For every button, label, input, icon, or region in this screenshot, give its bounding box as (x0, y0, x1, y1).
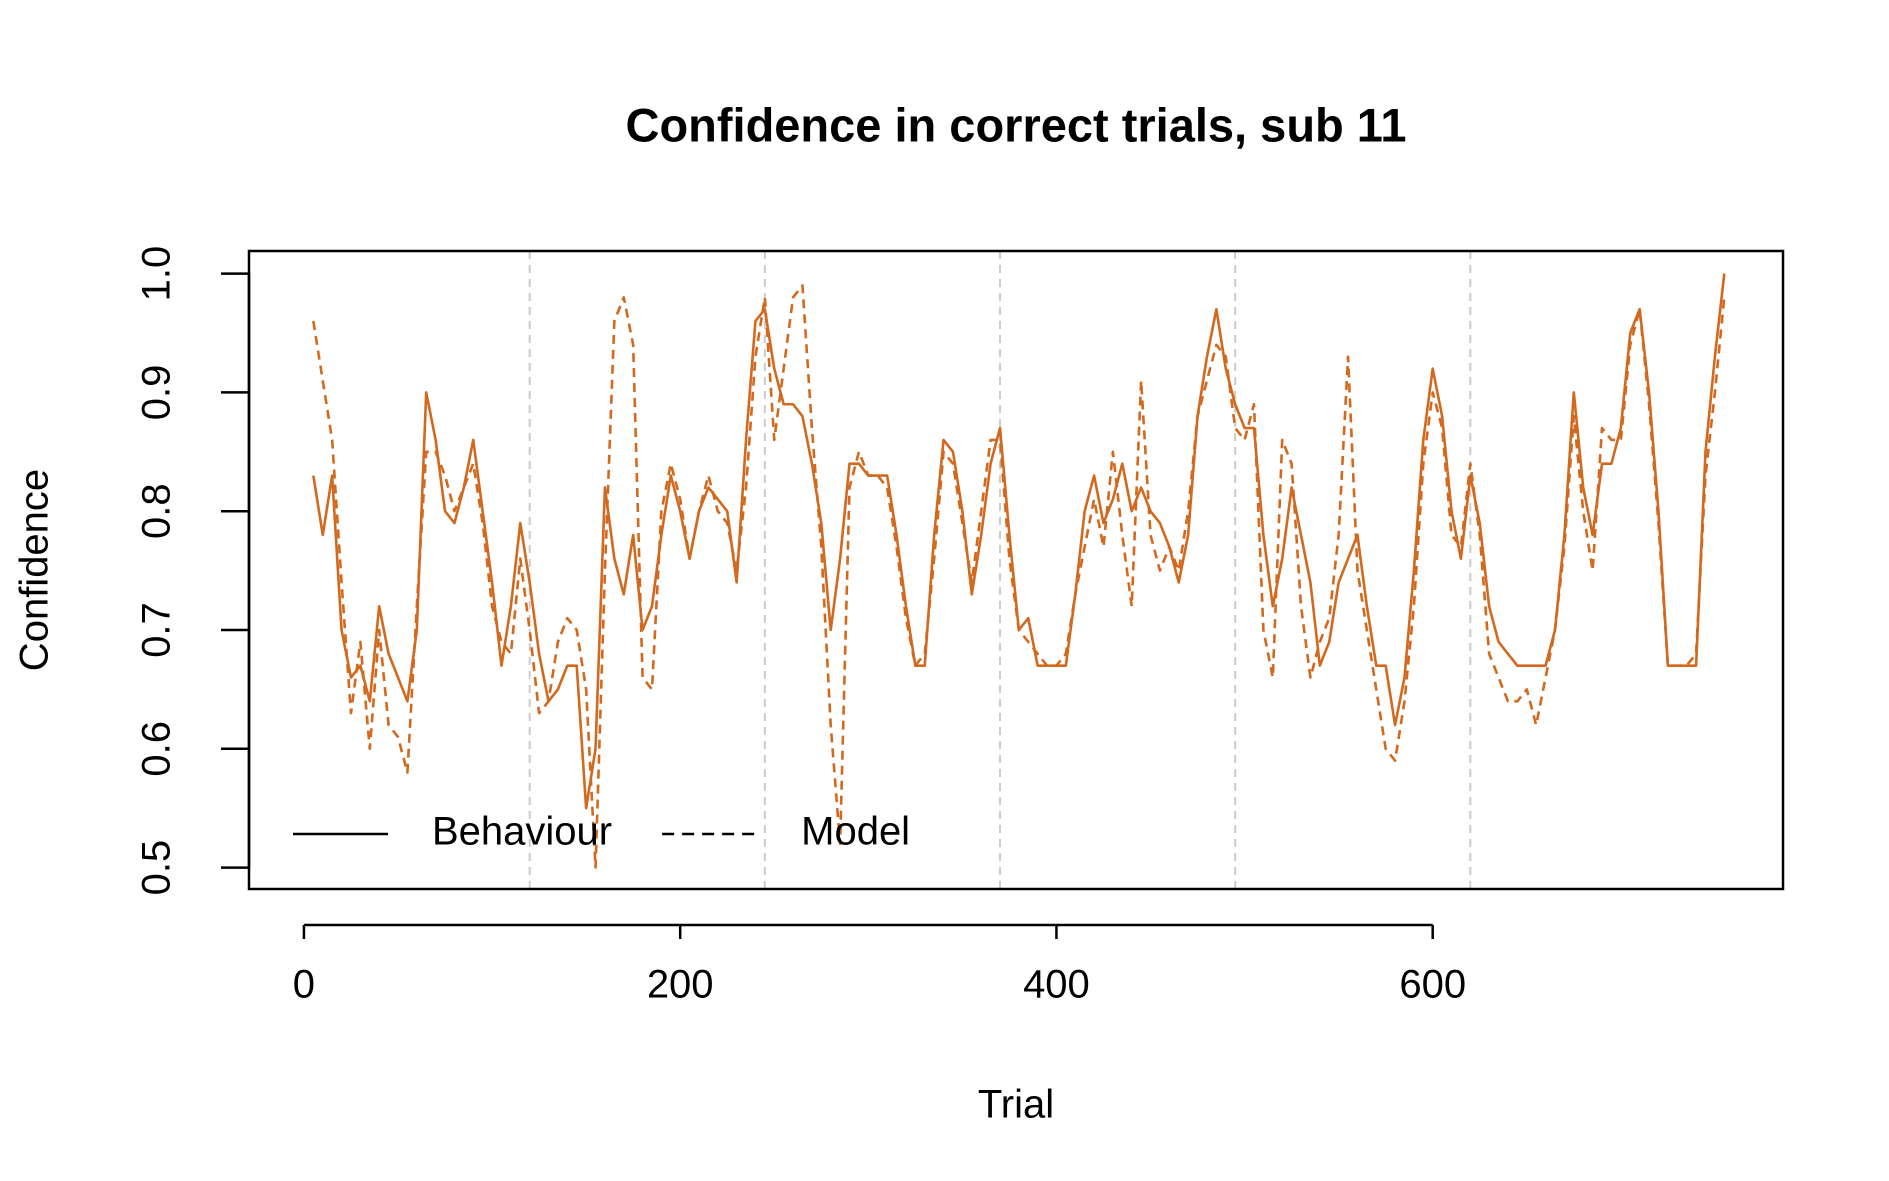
y-tick-label: 0.5 (135, 840, 179, 896)
y-axis-label: Confidence (13, 469, 57, 671)
data-line (312, 284, 1726, 869)
y-tick-label: 1.0 (135, 246, 179, 302)
chart-title: Confidence in correct trials, sub 11 (626, 98, 1407, 151)
x-axis-label: Trial (978, 1083, 1054, 1127)
x-tick-label: 600 (1399, 963, 1466, 1007)
y-tick-label: 0.8 (135, 483, 179, 539)
y-tick-label: 0.9 (135, 365, 179, 421)
y-tick-label: 0.7 (135, 602, 179, 658)
x-tick-label: 400 (1023, 963, 1090, 1007)
legend-label: Model (801, 810, 910, 854)
legend-label: Behaviour (432, 810, 612, 854)
x-tick-label: 0 (293, 963, 315, 1007)
x-tick-label: 200 (647, 963, 714, 1007)
y-tick-label: 0.6 (135, 721, 179, 777)
